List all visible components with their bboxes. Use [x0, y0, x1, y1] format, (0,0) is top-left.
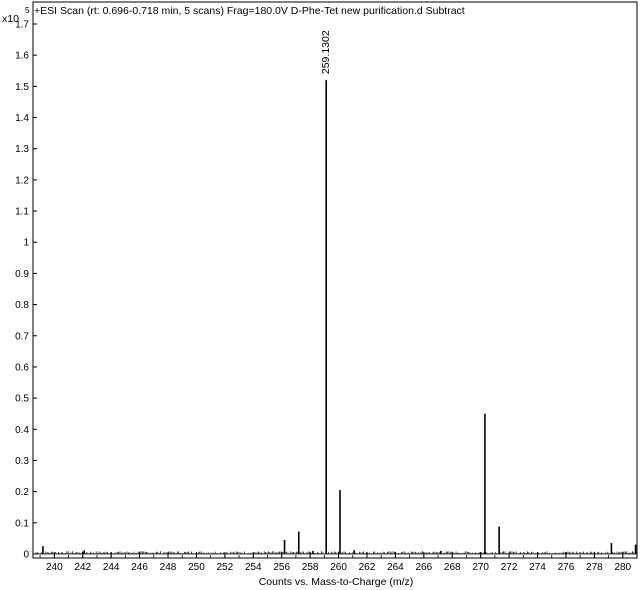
- x-tick-label: 246: [131, 562, 148, 573]
- x-tick-label: 244: [103, 562, 120, 573]
- y-tick-label: 0.6: [15, 362, 29, 373]
- y-tick-label: 1.2: [15, 175, 29, 186]
- baseline-noise: [33, 551, 637, 555]
- y-axis: 0 0.1 0.2 0.3 0.4 0.5 0.6 0.7 0.8 0.9 1 1.1 1.2 1.3 1.…: [15, 20, 37, 561]
- y-tick-label: 0.1: [15, 518, 29, 529]
- x-tick-label: 268: [444, 562, 461, 573]
- y-exponent: 5: [25, 6, 30, 15]
- y-tick-label: 1.1: [15, 207, 29, 218]
- y-tick-label: 1.4: [15, 113, 29, 124]
- x-tick-label: 266: [415, 562, 432, 573]
- x-axis-label: Counts vs. Mass-to-Charge (m/z): [259, 576, 414, 588]
- x-tick-label: 280: [614, 562, 631, 573]
- chart-title: +ESI Scan (rt: 0.696-0.718 min, 5 scans)…: [34, 5, 465, 17]
- y-tick-label: 0.3: [15, 456, 29, 467]
- x-tick-label: 240: [46, 562, 63, 573]
- y-tick-label: 0.5: [15, 394, 29, 405]
- y-tick-label: 1.5: [15, 82, 29, 93]
- x-tick-label: 274: [529, 562, 546, 573]
- x-tick-label: 248: [160, 562, 177, 573]
- x-tick-label: 260: [330, 562, 347, 573]
- x-tick-label: 258: [302, 562, 319, 573]
- x-tick-label: 272: [501, 562, 518, 573]
- y-tick-label: 0: [23, 550, 29, 561]
- peaks: 259.1302: [42, 30, 637, 554]
- y-tick-label: 1: [23, 238, 29, 249]
- x-tick-label: 252: [217, 562, 234, 573]
- peak-label: 259.1302: [320, 30, 332, 74]
- y-multiplier: x10: [2, 13, 19, 25]
- plot-frame: [32, 1, 638, 559]
- y-tick-label: 0.2: [15, 487, 29, 498]
- x-tick-label: 256: [273, 562, 290, 573]
- x-tick-label: 278: [586, 562, 603, 573]
- x-tick-label: 242: [74, 562, 91, 573]
- y-tick-label: 0.7: [15, 331, 29, 342]
- x-tick-label: 250: [188, 562, 205, 573]
- y-tick-label: 1.3: [15, 144, 29, 155]
- y-tick-label: 0.9: [15, 269, 29, 280]
- x-tick-label: 262: [359, 562, 376, 573]
- x-tick-label: 270: [472, 562, 489, 573]
- y-tick-label: 1.7: [15, 20, 29, 31]
- y-tick-label: 0.8: [15, 300, 29, 311]
- y-tick-label: 1.6: [15, 51, 29, 62]
- x-axis: 240 242 244 246 248 250 252 254 256 258 260 262 264 2…: [39, 552, 638, 573]
- y-tick-label: 0.4: [15, 425, 29, 436]
- x-tick-label: 264: [387, 562, 404, 573]
- x-tick-label: 276: [558, 562, 575, 573]
- x-tick-label: 254: [245, 562, 262, 573]
